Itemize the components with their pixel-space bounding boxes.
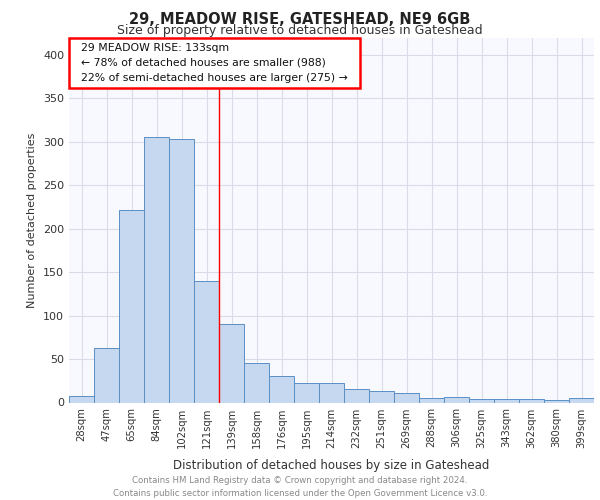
Bar <box>219 324 244 402</box>
Text: 29, MEADOW RISE, GATESHEAD, NE9 6GB: 29, MEADOW RISE, GATESHEAD, NE9 6GB <box>130 12 470 28</box>
Bar <box>569 398 594 402</box>
Bar <box>319 382 344 402</box>
Bar <box>119 210 144 402</box>
Bar <box>544 400 569 402</box>
Bar <box>344 390 369 402</box>
Bar <box>294 382 319 402</box>
Bar <box>194 281 219 402</box>
Bar <box>69 396 94 402</box>
Bar <box>419 398 444 402</box>
Bar <box>144 138 169 402</box>
Bar <box>394 393 419 402</box>
Text: Contains HM Land Registry data © Crown copyright and database right 2024.
Contai: Contains HM Land Registry data © Crown c… <box>113 476 487 498</box>
Bar <box>269 376 294 402</box>
Bar <box>469 399 494 402</box>
Y-axis label: Number of detached properties: Number of detached properties <box>28 132 37 308</box>
Bar <box>169 139 194 402</box>
Bar <box>94 348 119 403</box>
X-axis label: Distribution of detached houses by size in Gateshead: Distribution of detached houses by size … <box>173 459 490 472</box>
Bar <box>244 362 269 403</box>
Text: Size of property relative to detached houses in Gateshead: Size of property relative to detached ho… <box>117 24 483 37</box>
Bar <box>519 399 544 402</box>
Bar <box>494 399 519 402</box>
Bar <box>369 391 394 402</box>
Bar <box>444 398 469 402</box>
Text: 29 MEADOW RISE: 133sqm
  ← 78% of detached houses are smaller (988)
  22% of sem: 29 MEADOW RISE: 133sqm ← 78% of detached… <box>74 43 355 82</box>
